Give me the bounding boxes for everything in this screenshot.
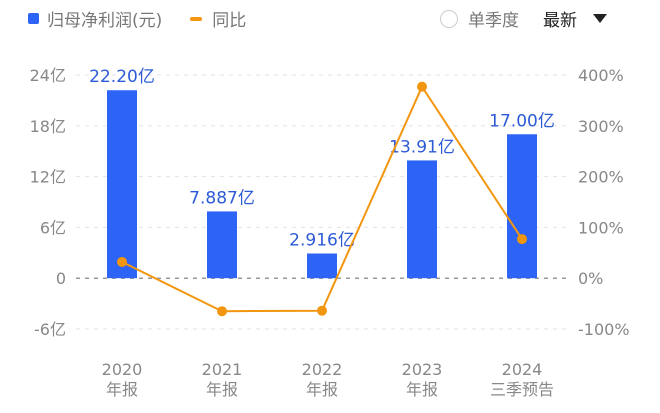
bar-value-label: 2.916亿 <box>289 231 355 251</box>
legend-line-label[interactable]: 同比 <box>212 11 247 31</box>
legend-line-swatch <box>190 16 203 21</box>
legend-bar-swatch <box>28 13 39 24</box>
x-tick-period: 年报 <box>306 380 338 399</box>
y-right-tick: 300% <box>578 117 624 136</box>
x-tick-period: 年报 <box>206 380 238 399</box>
yoy-point[interactable] <box>517 234 527 245</box>
y-left-tick: 18亿 <box>30 117 66 136</box>
y-right-tick: 0% <box>578 269 603 288</box>
chart-controls: 单季度 最新 <box>440 6 607 31</box>
y-left-tick: -6亿 <box>34 320 66 339</box>
bar[interactable] <box>207 211 237 279</box>
x-tick-year: 2021 <box>202 360 243 379</box>
x-tick-year: 2024 <box>502 360 543 379</box>
y-right-tick: 100% <box>578 218 624 237</box>
single-quarter-radio[interactable] <box>440 9 458 28</box>
bar[interactable] <box>407 160 437 279</box>
x-tick-year: 2023 <box>402 360 443 379</box>
yoy-point[interactable] <box>217 306 227 317</box>
bar[interactable] <box>107 90 137 279</box>
x-tick-year: 2022 <box>302 360 343 379</box>
x-tick-period: 年报 <box>106 380 138 399</box>
x-tick-period: 三季预告 <box>490 380 554 399</box>
y-right-tick: 200% <box>578 168 624 187</box>
x-tick-period: 年报 <box>406 380 438 399</box>
chart-legend: 归母净利润(元) 同比 <box>28 6 246 31</box>
yoy-point[interactable] <box>317 305 327 316</box>
y-left-tick: 0 <box>56 269 66 288</box>
sort-dropdown-label[interactable]: 最新 <box>543 11 577 31</box>
bar-value-label: 17.00亿 <box>489 111 555 131</box>
bar-value-label: 22.20亿 <box>89 67 155 87</box>
x-tick-year: 2020 <box>102 360 143 379</box>
chevron-down-icon[interactable] <box>593 14 607 23</box>
y-right-tick: 400% <box>578 66 624 85</box>
y-left-tick: 24亿 <box>30 66 66 85</box>
bar-value-label: 13.91亿 <box>389 137 455 157</box>
y-right-tick: -100% <box>578 320 630 339</box>
single-quarter-label[interactable]: 单季度 <box>468 11 519 31</box>
bar-value-label: 7.887亿 <box>189 188 255 208</box>
yoy-point[interactable] <box>117 256 127 267</box>
y-left-tick: 6亿 <box>40 218 66 237</box>
y-left-tick: 12亿 <box>30 168 66 187</box>
yoy-point[interactable] <box>417 81 427 92</box>
bar[interactable] <box>307 253 337 279</box>
legend-bar-label[interactable]: 归母净利润(元) <box>47 11 163 31</box>
bar[interactable] <box>507 134 537 279</box>
